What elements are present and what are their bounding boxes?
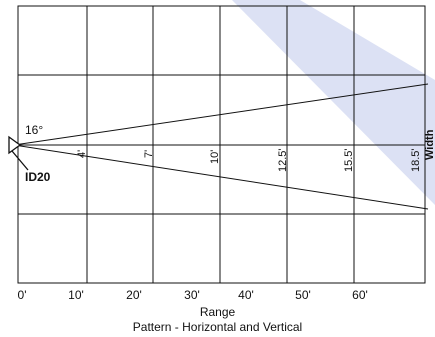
- beam-lower-edge: [13, 144, 429, 210]
- width-value-4: 12.5': [277, 148, 289, 172]
- width-value-2: 7': [143, 150, 155, 158]
- width-value-1: 4': [76, 150, 88, 158]
- width-axis-label: Width: [424, 129, 435, 160]
- range-tick-40: 40': [238, 288, 254, 302]
- horizontal-gridlines: [18, 74, 425, 215]
- pattern-caption: Pattern - Horizontal and Vertical: [132, 320, 303, 334]
- range-axis-title: Range: [199, 305, 236, 319]
- width-value-5: 15.5': [343, 148, 355, 172]
- range-tick-labels: 0' 10' 20' 30' 40' 50' 60': [18, 288, 368, 302]
- device-label: ID20: [25, 170, 51, 184]
- range-tick-50: 50': [295, 288, 311, 302]
- width-value-6: 18.5': [410, 148, 422, 172]
- beam-upper-edge: [13, 83, 429, 146]
- reader-icon: [8, 135, 29, 171]
- background-band: [232, 0, 435, 205]
- range-tick-10: 10': [68, 288, 84, 302]
- range-tick-20: 20': [126, 288, 142, 302]
- range-tick-60: 60': [352, 288, 368, 302]
- range-tick-30: 30': [184, 288, 200, 302]
- beam-angle-label: 16°: [25, 123, 43, 137]
- width-value-3: 10': [209, 150, 221, 164]
- width-value-labels: 4' 7' 10' 12.5' 15.5' 18.5': [76, 148, 422, 172]
- range-tick-0: 0': [18, 288, 27, 302]
